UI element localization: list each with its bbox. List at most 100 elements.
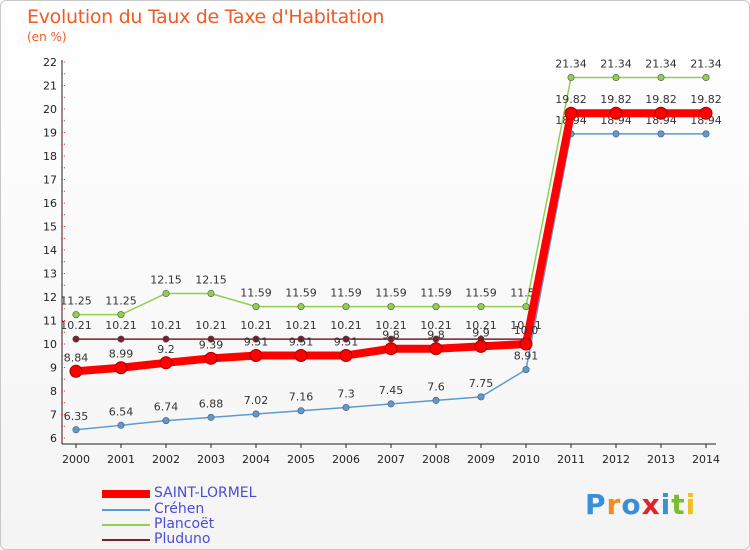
- data-label-pluduno: 10.21: [150, 319, 182, 332]
- data-point-saint-lormel: [654, 106, 668, 120]
- y-tick-label: 20: [43, 103, 57, 116]
- data-point-planco-t: [567, 74, 575, 82]
- y-tick-label: 10: [43, 338, 57, 351]
- data-point-saint-lormel: [249, 349, 263, 363]
- data-point-cr-hen: [342, 403, 350, 411]
- data-label-planco-t: 11.59: [285, 287, 317, 300]
- data-label-planco-t: 21.34: [690, 58, 722, 71]
- data-point-planco-t: [522, 303, 530, 311]
- data-point-pluduno: [252, 335, 260, 343]
- data-point-cr-hen: [72, 426, 80, 434]
- data-label-planco-t: 21.34: [600, 58, 632, 71]
- data-point-planco-t: [342, 303, 350, 311]
- data-label-saint-lormel: 19.82: [600, 93, 632, 106]
- data-label-planco-t: 11.25: [105, 295, 137, 308]
- legend-label-saint-lormel: SAINT-LORMEL: [154, 485, 257, 501]
- data-label-cr-hen: 7.6: [427, 380, 445, 393]
- data-point-cr-hen: [162, 417, 170, 425]
- data-label-pluduno: 10.21: [420, 319, 452, 332]
- x-tick-label: 2001: [107, 453, 135, 466]
- x-tick-label: 2007: [377, 453, 405, 466]
- data-point-planco-t: [207, 289, 215, 297]
- data-point-pluduno: [207, 335, 215, 343]
- x-tick-label: 2002: [152, 453, 180, 466]
- data-point-cr-hen: [522, 366, 530, 374]
- data-point-planco-t: [117, 311, 125, 319]
- data-point-pluduno: [72, 335, 80, 343]
- y-tick-label: 13: [43, 268, 57, 281]
- data-label-pluduno: 10.21: [105, 319, 137, 332]
- data-point-planco-t: [297, 303, 305, 311]
- y-tick-label: 18: [43, 150, 57, 163]
- data-point-saint-lormel: [69, 364, 83, 378]
- proxiti-logo: Proxiti: [585, 488, 696, 521]
- logo-letter: P: [585, 488, 607, 521]
- x-tick-label: 2012: [602, 453, 630, 466]
- data-label-cr-hen: 7.75: [469, 377, 494, 390]
- data-label-planco-t: 11.59: [465, 287, 497, 300]
- data-label-saint-lormel: 19.82: [555, 93, 587, 106]
- data-label-cr-hen: 7.16: [289, 391, 314, 404]
- data-point-saint-lormel: [294, 349, 308, 363]
- data-point-planco-t: [702, 74, 710, 82]
- data-point-planco-t: [432, 303, 440, 311]
- data-point-cr-hen: [117, 421, 125, 429]
- data-label-saint-lormel: 8.99: [109, 348, 134, 361]
- y-tick-label: 14: [43, 244, 57, 257]
- data-label-saint-lormel: 8.84: [64, 351, 89, 364]
- x-tick-label: 2013: [647, 453, 675, 466]
- data-label-planco-t: 11.59: [330, 287, 362, 300]
- legend-lines: [102, 490, 150, 541]
- data-point-saint-lormel: [699, 106, 713, 120]
- data-label-pluduno: 10.21: [195, 319, 227, 332]
- y-tick-label: 7: [50, 409, 57, 422]
- data-point-saint-lormel: [474, 339, 488, 353]
- y-tick-label: 19: [43, 127, 57, 140]
- data-label-pluduno: 10.21: [465, 319, 497, 332]
- data-label-saint-lormel: 19.82: [690, 93, 722, 106]
- data-point-planco-t: [477, 303, 485, 311]
- data-label-cr-hen: 6.88: [199, 397, 224, 410]
- logo-letter: x: [641, 488, 661, 521]
- data-label-saint-lormel: 9.8: [427, 329, 445, 342]
- data-label-planco-t: 21.34: [555, 58, 587, 71]
- data-label-planco-t: 21.34: [645, 58, 677, 71]
- data-label-cr-hen: 8.91: [514, 350, 539, 363]
- data-label-planco-t: 12.15: [195, 273, 227, 286]
- data-point-planco-t: [612, 74, 620, 82]
- x-tick-label: 2010: [512, 453, 540, 466]
- data-point-planco-t: [252, 303, 260, 311]
- chart-series: 10.21 10.21 10.21 10.21 10.21 10.21 10.21 10.21…: [60, 58, 722, 434]
- data-point-cr-hen: [612, 130, 620, 138]
- data-point-pluduno: [162, 335, 170, 343]
- data-label-saint-lormel: 9.51: [334, 336, 359, 349]
- data-label-saint-lormel: 9.8: [382, 329, 400, 342]
- y-tick-label: 12: [43, 291, 57, 304]
- data-point-cr-hen: [702, 130, 710, 138]
- data-label-cr-hen: 7.45: [379, 384, 404, 397]
- x-tick-label: 2004: [242, 453, 270, 466]
- y-tick-label: 17: [43, 174, 57, 187]
- x-tick-label: 2005: [287, 453, 315, 466]
- data-point-planco-t: [657, 74, 665, 82]
- data-point-saint-lormel: [519, 337, 533, 351]
- data-point-cr-hen: [657, 130, 665, 138]
- data-label-pluduno: 10.21: [285, 319, 317, 332]
- y-tick-label: 21: [43, 80, 57, 93]
- data-label-planco-t: 11.25: [60, 295, 92, 308]
- data-point-pluduno: [117, 335, 125, 343]
- x-tick-label: 2011: [557, 453, 585, 466]
- data-label-saint-lormel: 9.2: [157, 343, 175, 356]
- data-label-cr-hen: 6.74: [154, 401, 179, 414]
- logo-letter: i: [685, 488, 697, 521]
- data-label-planco-t: 12.15: [150, 273, 182, 286]
- logo-letter: t: [671, 488, 686, 521]
- data-point-pluduno: [297, 335, 305, 343]
- data-label-cr-hen: 7.02: [244, 394, 269, 407]
- logo-letter: o: [621, 488, 642, 521]
- data-label-pluduno: 10.21: [330, 319, 362, 332]
- legend-label-crehen: Créhen: [154, 501, 205, 517]
- data-label-saint-lormel: 9.9: [472, 326, 490, 339]
